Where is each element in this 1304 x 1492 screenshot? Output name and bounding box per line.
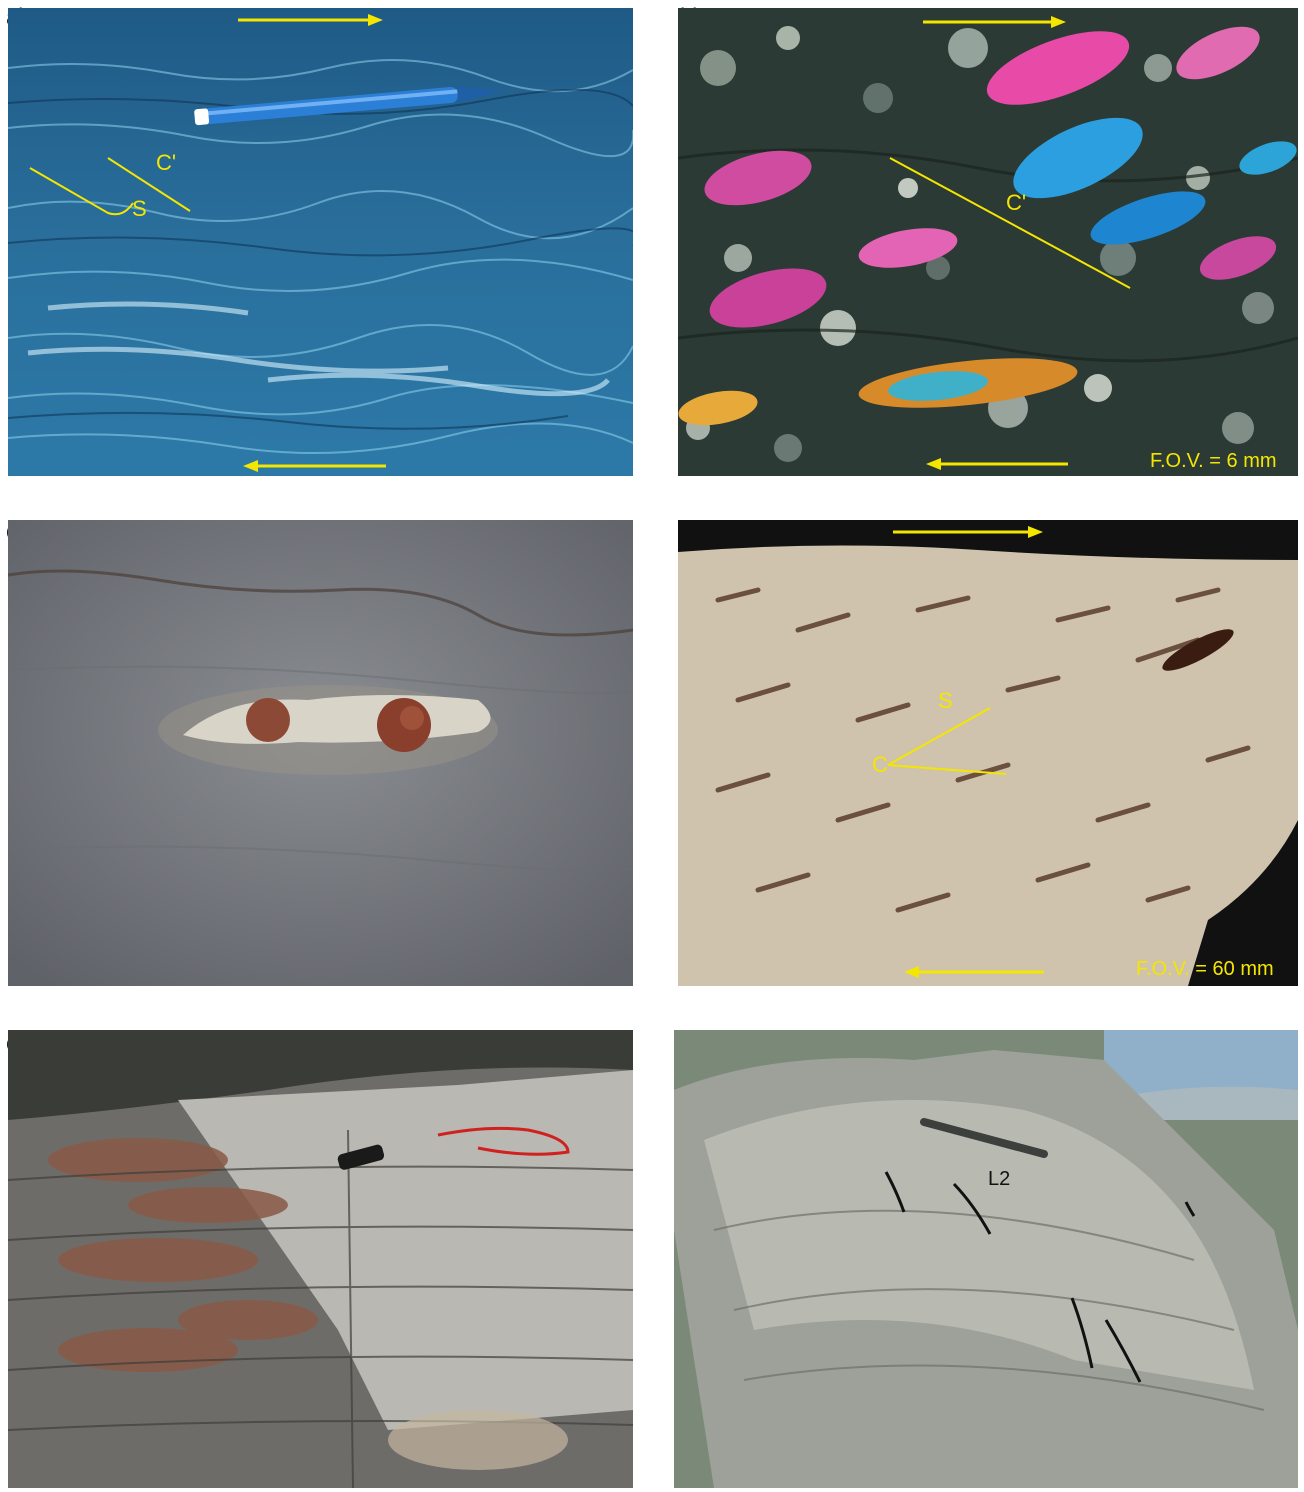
fov-label-b: F.O.V. = 6 mm — [1150, 450, 1277, 472]
photo-a-graphic — [8, 8, 633, 476]
annotation-c-prime-a: C' — [156, 150, 177, 175]
annotation-s-d: S — [938, 688, 953, 713]
annotation-c-prime-b: C' — [1006, 190, 1027, 215]
annotation-l2-f: L2 — [988, 1168, 1011, 1190]
photo-d-graphic — [678, 520, 1298, 986]
photo-panel-f — [674, 1030, 1298, 1488]
photo-c-graphic — [8, 520, 633, 986]
photo-panel-d — [678, 520, 1298, 986]
photo-e-graphic — [8, 1030, 633, 1488]
photo-panel-b — [678, 8, 1298, 476]
annotation-s-a: S — [132, 196, 147, 221]
photo-panel-a — [8, 8, 633, 476]
photo-f-graphic — [674, 1030, 1298, 1488]
photo-panel-c — [8, 520, 633, 986]
photo-b-graphic — [678, 8, 1298, 476]
photo-panel-e — [8, 1030, 633, 1488]
fov-label-d: F.O.V. = 60 mm — [1136, 958, 1274, 980]
annotation-c-d: C — [872, 752, 888, 777]
